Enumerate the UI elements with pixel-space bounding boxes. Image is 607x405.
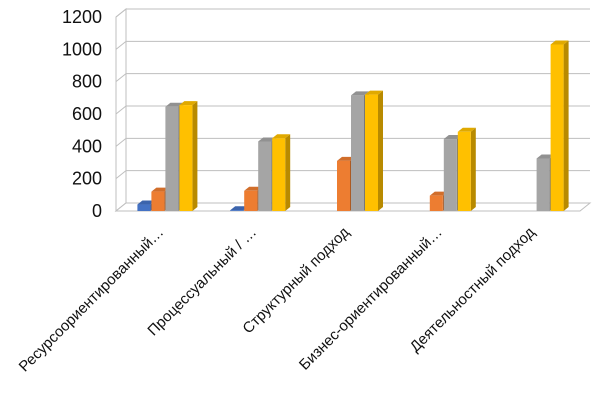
y-axis-ticks: 0 200 400 600 800 1000 1200 <box>62 7 102 221</box>
gridline <box>115 170 590 180</box>
bar <box>179 101 198 211</box>
bars <box>137 40 569 211</box>
x-category-label: Ресурсоориентированный… <box>16 224 168 376</box>
gridline <box>115 137 590 147</box>
x-axis-labels: Ресурсоориентированный…Процессуальный / … <box>16 224 539 376</box>
bar <box>550 40 569 211</box>
gridline <box>115 105 590 115</box>
gridline <box>115 73 590 83</box>
y-tick-label: 400 <box>72 136 102 156</box>
y-tick-label: 800 <box>72 72 102 92</box>
gridline <box>115 8 590 18</box>
y-tick-label: 600 <box>72 104 102 124</box>
y-tick-label: 1200 <box>62 7 102 27</box>
bar <box>365 90 383 211</box>
bar <box>457 127 476 211</box>
y-tick-label: 1000 <box>62 39 102 59</box>
y-tick-label: 200 <box>72 169 102 189</box>
bar <box>272 134 291 211</box>
y-tick-label: 0 <box>92 201 102 221</box>
gridline <box>115 40 590 50</box>
